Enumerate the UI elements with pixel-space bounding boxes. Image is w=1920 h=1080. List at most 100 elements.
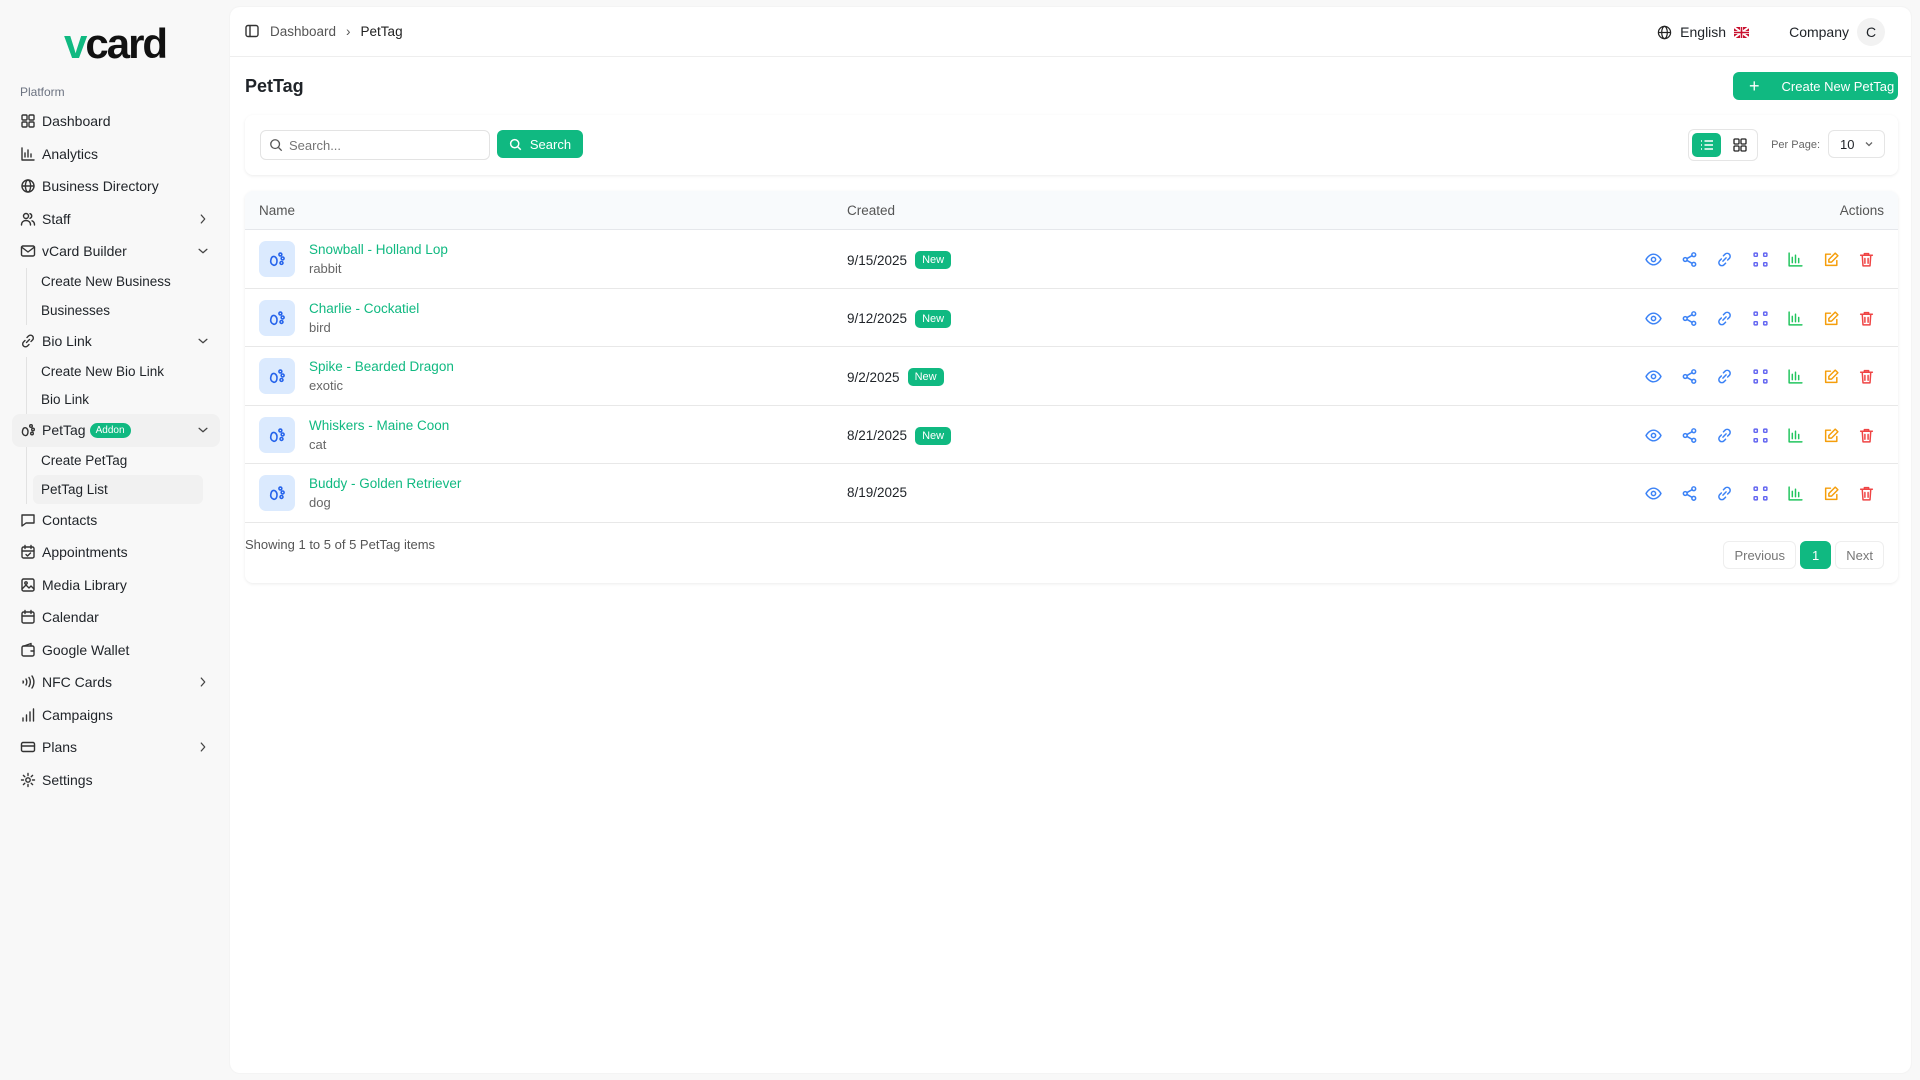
delete-icon[interactable]: [1858, 485, 1875, 502]
page-1-button[interactable]: 1: [1800, 541, 1832, 569]
language-selector[interactable]: English: [1680, 24, 1727, 40]
sidebar-item-vcard-builder[interactable]: vCard Builder: [12, 235, 220, 268]
edit-icon[interactable]: [1823, 368, 1840, 385]
analytics-icon[interactable]: [1787, 310, 1804, 327]
sidebar-item-pettag[interactable]: PetTag Addon: [12, 414, 220, 447]
pagination-summary: Showing 1 to 5 of 5 PetTag items: [245, 537, 436, 552]
sidebar-item-campaigns[interactable]: Campaigns: [12, 699, 220, 732]
qr-code-icon[interactable]: [1752, 485, 1769, 502]
pettag-name-link[interactable]: Buddy - Golden Retriever: [309, 476, 462, 492]
qr-code-icon[interactable]: [1752, 368, 1769, 385]
qr-code-icon[interactable]: [1752, 427, 1769, 444]
search-input[interactable]: [289, 137, 479, 153]
sidebar-item-appointments[interactable]: Appointments: [12, 536, 220, 569]
sidebar-item-dashboard[interactable]: Dashboard: [12, 105, 220, 138]
sidebar-subitem-bio-link[interactable]: Bio Link: [41, 392, 90, 408]
edit-icon[interactable]: [1823, 251, 1840, 268]
copy-link-icon[interactable]: [1716, 310, 1733, 327]
qr-code-icon[interactable]: [1752, 310, 1769, 327]
share-icon[interactable]: [1681, 368, 1698, 385]
image-icon: [20, 577, 36, 593]
delete-icon[interactable]: [1858, 310, 1875, 327]
sidebar-item-settings[interactable]: Settings: [12, 764, 220, 797]
sidebar-item-label: Appointments: [42, 544, 128, 561]
pettag-name-link[interactable]: Charlie - Cockatiel: [309, 300, 420, 316]
sidebar-subitem-businesses[interactable]: Businesses: [41, 302, 111, 318]
copy-link-icon[interactable]: [1716, 368, 1733, 385]
pet-type: dog: [309, 495, 331, 511]
search-button[interactable]: Search: [497, 130, 583, 158]
sidebar-subitem-pettag-list[interactable]: PetTag List: [33, 475, 203, 504]
column-actions: Actions: [1839, 203, 1884, 218]
previous-page-button[interactable]: Previous: [1723, 541, 1797, 569]
paw-icon: [259, 475, 295, 512]
sidebar-item-calendar[interactable]: Calendar: [12, 601, 220, 634]
copy-link-icon[interactable]: [1716, 251, 1733, 268]
pettag-name-link[interactable]: Snowball - Holland Lop: [309, 242, 448, 257]
pettag-name-link[interactable]: Whiskers - Maine Coon: [309, 417, 450, 433]
sidebar-subitem-create-new-bio-link[interactable]: Create New Bio Link: [41, 363, 165, 379]
analytics-icon[interactable]: [1787, 368, 1804, 385]
view-icon[interactable]: [1645, 251, 1662, 268]
share-icon[interactable]: [1681, 251, 1698, 268]
sidebar-item-analytics[interactable]: Analytics: [12, 138, 220, 171]
copy-link-icon[interactable]: [1716, 485, 1733, 502]
submenu: Create New Bio Link Bio Link: [26, 357, 220, 414]
table-header: Name Created Actions: [245, 191, 1898, 230]
sidebar-item-plans[interactable]: Plans: [12, 731, 220, 764]
analytics-icon[interactable]: [1787, 251, 1804, 268]
chevron-right-icon: [196, 675, 210, 689]
sidebar-toggle-icon[interactable]: [244, 23, 260, 39]
created-date: 9/15/2025: [847, 252, 908, 268]
submenu: Create New Business Businesses: [26, 267, 220, 325]
share-icon[interactable]: [1681, 310, 1698, 327]
view-icon[interactable]: [1645, 310, 1662, 327]
sidebar-item-staff[interactable]: Staff: [12, 203, 220, 236]
view-icon[interactable]: [1645, 485, 1662, 502]
sidebar-subitem-create-pettag[interactable]: Create PetTag: [41, 453, 128, 469]
paw-icon: [259, 358, 295, 395]
edit-icon[interactable]: [1823, 427, 1840, 444]
pet-type: exotic: [309, 378, 343, 394]
vcard-logo[interactable]: vcard: [64, 20, 168, 67]
sidebar-item-label: vCard Builder: [42, 243, 127, 260]
calendar-icon: [20, 609, 36, 625]
sidebar-item-contacts[interactable]: Contacts: [12, 504, 220, 537]
sidebar-item-google-wallet[interactable]: Google Wallet: [12, 634, 220, 667]
create-pettag-button[interactable]: + Create New PetTag: [1733, 72, 1898, 100]
company-name[interactable]: Company: [1789, 24, 1849, 40]
chevron-down-icon: [196, 244, 210, 258]
created-date: 8/19/2025: [847, 485, 908, 501]
view-icon[interactable]: [1645, 368, 1662, 385]
sidebar-nav: Dashboard Analytics Business Directory Staf…: [12, 105, 220, 796]
copy-link-icon[interactable]: [1716, 427, 1733, 444]
per-page-select[interactable]: 10: [1828, 130, 1885, 158]
sidebar-item-business-directory[interactable]: Business Directory: [12, 170, 220, 203]
toolbar: Search Per Page: 10: [245, 115, 1898, 175]
sidebar-item-media-library[interactable]: Media Library: [12, 569, 220, 602]
breadcrumb-dashboard[interactable]: Dashboard: [270, 23, 337, 39]
analytics-icon[interactable]: [1787, 485, 1804, 502]
view-icon[interactable]: [1645, 427, 1662, 444]
list-view-button[interactable]: [1692, 133, 1721, 157]
edit-icon[interactable]: [1823, 310, 1840, 327]
pettag-name-link[interactable]: Spike - Bearded Dragon: [309, 359, 454, 375]
search-field[interactable]: [260, 130, 490, 160]
sidebar-item-label: PetTag: [42, 422, 86, 439]
delete-icon[interactable]: [1858, 427, 1875, 444]
next-page-button[interactable]: Next: [1835, 541, 1884, 569]
avatar[interactable]: C: [1857, 18, 1885, 46]
delete-icon[interactable]: [1858, 251, 1875, 268]
share-icon[interactable]: [1681, 427, 1698, 444]
sidebar-item-bio-link[interactable]: Bio Link: [12, 325, 220, 358]
share-icon[interactable]: [1681, 485, 1698, 502]
sidebar-subitem-create-new-business[interactable]: Create New Business: [41, 274, 171, 290]
analytics-icon[interactable]: [1787, 427, 1804, 444]
grid-view-button[interactable]: [1725, 133, 1754, 157]
sidebar-item-nfc-cards[interactable]: NFC Cards: [12, 666, 220, 699]
addon-badge: Addon: [89, 422, 131, 438]
delete-icon[interactable]: [1858, 368, 1875, 385]
qr-code-icon[interactable]: [1752, 251, 1769, 268]
globe-icon[interactable]: [1657, 25, 1672, 40]
edit-icon[interactable]: [1823, 485, 1840, 502]
